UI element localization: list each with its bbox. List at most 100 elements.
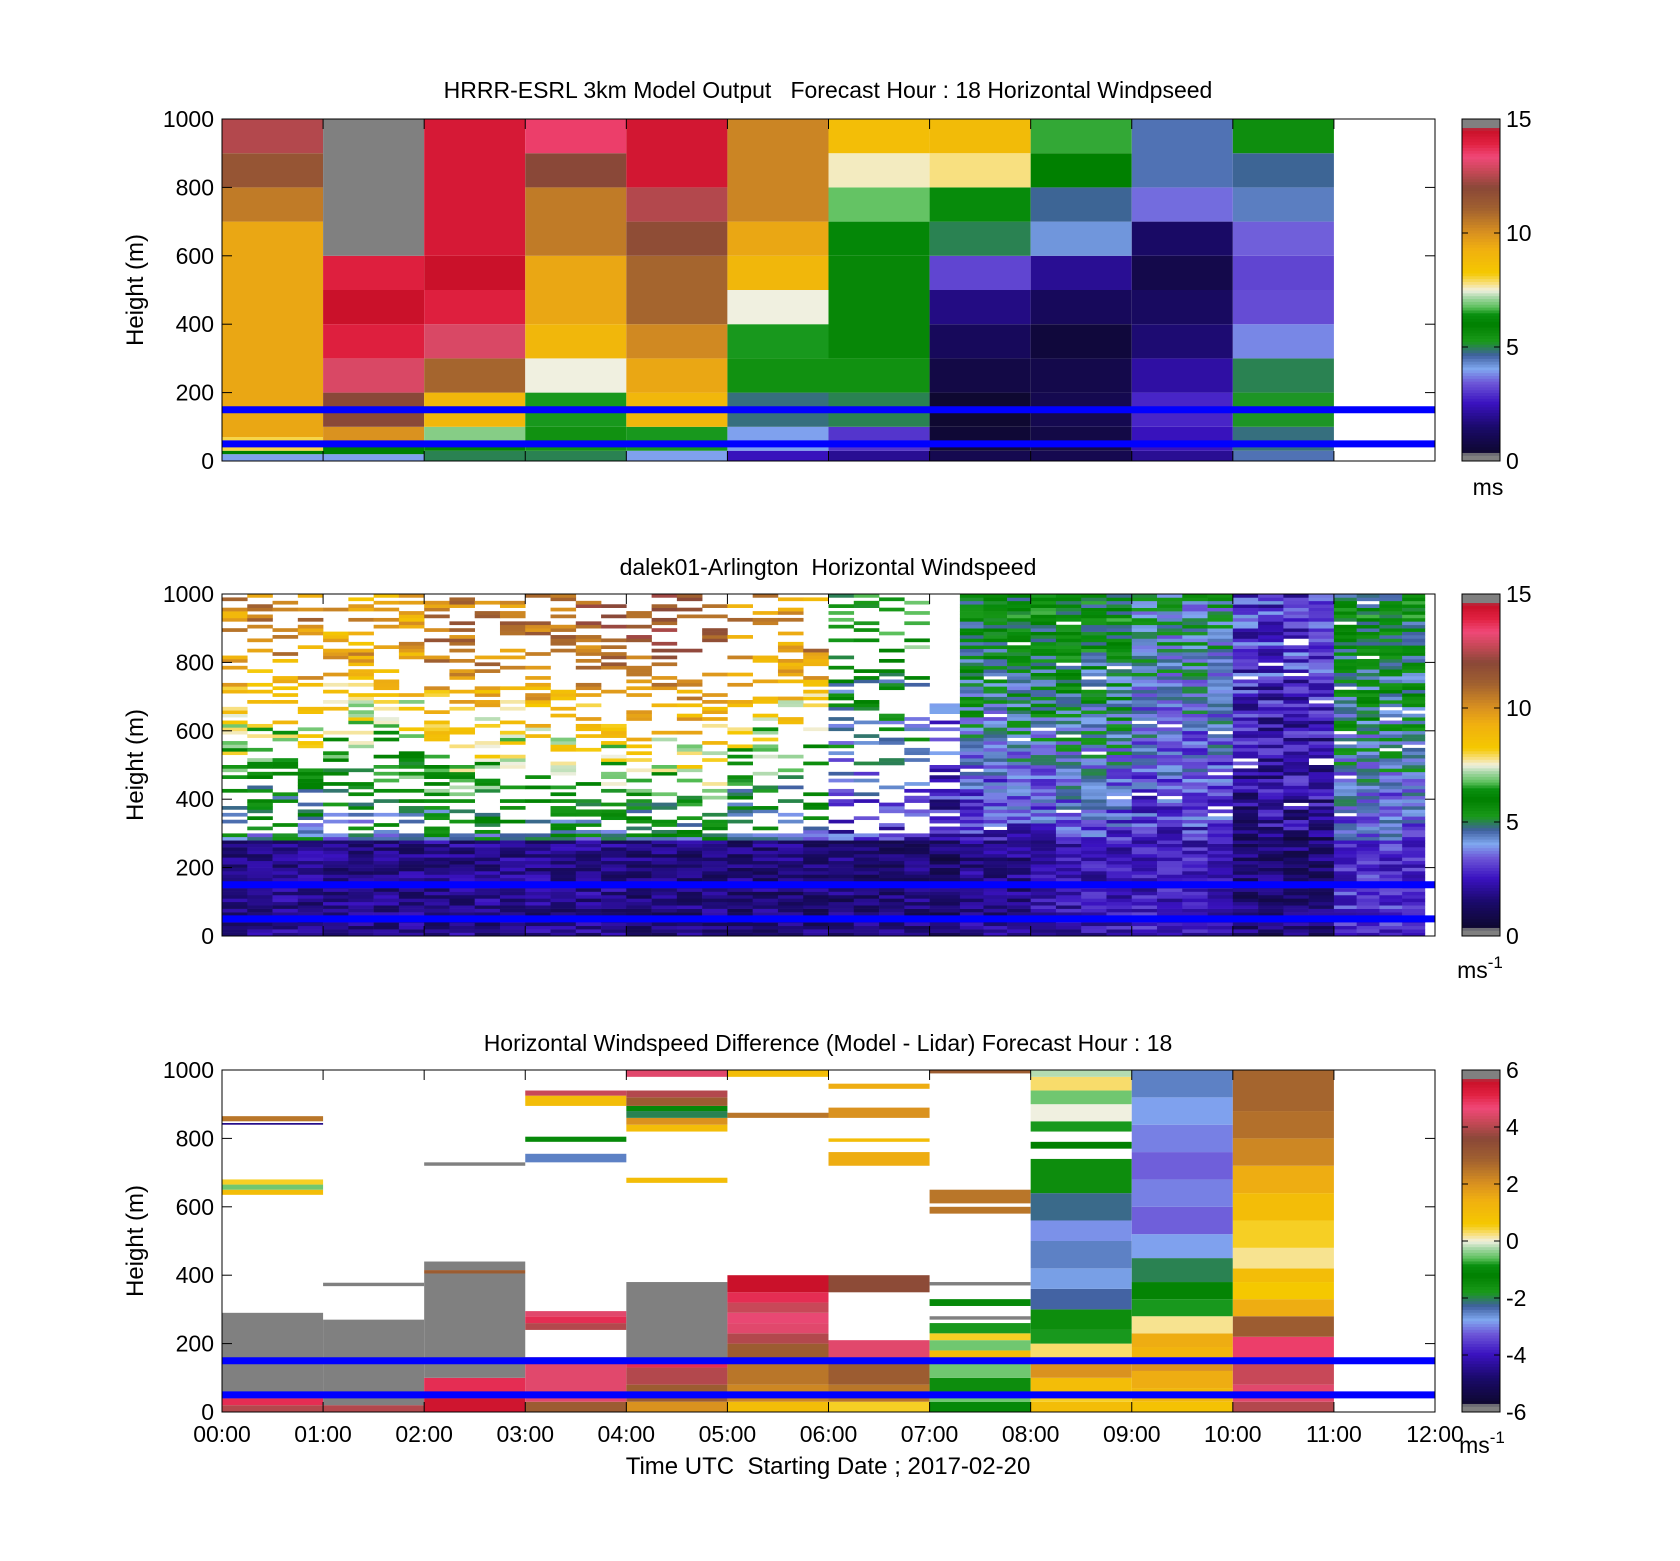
colorbar-swatch [1462,887,1500,891]
heatmap-cell [1232,908,1259,913]
heatmap-cell [777,768,804,773]
heatmap-cell [575,686,602,691]
heatmap-cell [1308,624,1335,629]
heatmap-cell [1308,600,1335,605]
heatmap-cell [525,908,551,913]
heatmap-cell [929,819,961,824]
heatmap-cell [222,908,248,913]
heatmap-cell [247,727,273,732]
heatmap-cell [1182,594,1208,598]
heatmap-cell [474,819,501,824]
heatmap-cell [272,867,299,872]
heatmap-cell [247,785,273,790]
colorbar-swatch [1462,341,1500,345]
heatmap-cell [474,850,501,855]
colorbar-swatch [1462,1380,1500,1384]
colorbar-frame [1461,593,1501,937]
heatmap-cell [424,324,526,359]
heatmap-cell [398,912,425,916]
heatmap-cell [1007,778,1031,783]
heatmap-cell [348,812,374,817]
heatmap-cell [752,912,779,916]
heatmap-cell [1030,853,1057,858]
heatmap-cell [626,860,652,865]
heatmap-cell [1207,761,1234,766]
heatmap-cell [777,631,804,636]
heatmap-cell [651,768,678,773]
heatmap-cell [398,905,425,909]
heatmap-cell [1356,912,1380,916]
heatmap-cell [1081,905,1107,909]
heatmap-cell [1356,826,1380,831]
heatmap-cell [550,932,577,936]
heatmap-cell [727,1323,829,1334]
heatmap-cell [323,119,425,256]
heatmap-cell [983,682,1008,687]
heatmap-cell [1356,672,1380,677]
heatmap-cell [983,611,1008,615]
heatmap-cell [853,853,880,858]
heatmap-cell [1007,860,1031,865]
heatmap-cell [373,912,400,916]
heatmap-cell [1258,894,1284,899]
colorbar-swatch [1462,807,1500,812]
heatmap-cell [1379,799,1403,803]
heatmap-cell [904,799,930,803]
heatmap-cell [373,929,400,933]
heatmap-cell [1182,782,1208,786]
colorbar-swatch [1462,156,1500,160]
heatmap-cell [959,816,984,821]
heatmap-cell [1232,1282,1334,1300]
heatmap-cell [803,826,829,831]
heatmap-cell [959,734,984,738]
heatmap-cell [348,908,374,913]
heatmap-cell [1333,628,1357,632]
heatmap-cell [1106,829,1133,834]
heatmap-cell [1258,597,1284,602]
heatmap-cell [525,450,627,461]
heatmap-cell [550,922,577,927]
heatmap-cell [828,693,855,697]
heatmap-cell [348,607,374,612]
heatmap-cell [777,700,804,704]
heatmap-cell [1157,734,1183,738]
heatmap-cell [575,874,602,879]
heatmap-cell [1106,802,1133,807]
heatmap-cell [853,901,880,906]
heatmap-cell [1379,624,1403,629]
colorbar-swatch [1462,147,1500,151]
heatmap-cell [1131,847,1158,851]
heatmap-cell [1157,778,1183,783]
heatmap-cell [1106,635,1133,639]
heatmap-cell [1308,819,1335,824]
heatmap-cell [1106,624,1133,629]
heatmap-cell [1106,662,1133,667]
colorbar-swatch [1462,324,1500,328]
heatmap-cell [1258,782,1284,786]
heatmap-cell [1333,843,1357,848]
heatmap-cell [959,754,984,759]
heatmap-cell [1356,597,1380,602]
heatmap-cell [1283,833,1309,838]
heatmap-cell [550,874,577,879]
heatmap-cell [1308,720,1335,725]
heatmap-cell [222,713,248,718]
heatmap-cell [1182,628,1208,632]
heatmap-cell [1333,658,1357,663]
heatmap-cell [983,669,1008,673]
heatmap-cell [702,693,728,697]
heatmap-cell [1283,826,1309,831]
heatmap-cell [1131,806,1158,810]
heatmap-cell [525,621,551,626]
heatmap-cell [853,600,880,605]
colorbar-swatch [1462,1189,1500,1194]
heatmap-cell [323,929,349,933]
heatmap-cell [1258,600,1284,605]
heatmap-cell [499,894,526,899]
heatmap-cell [348,850,374,855]
heatmap-cell [777,922,804,927]
heatmap-cell [1283,850,1309,855]
heatmap-cell [575,802,602,807]
heatmap-cell [803,833,829,838]
heatmap-cell [1131,290,1233,325]
